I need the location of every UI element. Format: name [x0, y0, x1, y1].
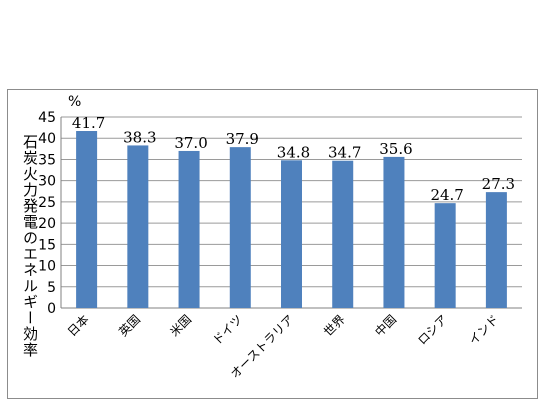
y-axis-label: 石炭火力発電のエネルギー効率	[21, 134, 39, 358]
y-tick-label: 20	[38, 216, 56, 232]
x-tick-label: インド	[466, 312, 501, 347]
x-tick-label: 世界	[321, 312, 348, 339]
y-tick-label: 0	[47, 301, 56, 317]
bar	[434, 203, 456, 308]
y-tick-label: 30	[38, 174, 56, 190]
value-label: 35.6	[379, 140, 412, 158]
bars	[76, 131, 507, 308]
value-label: 34.7	[328, 144, 361, 162]
bar	[127, 145, 149, 308]
y-tick-labels: 0 5 10 15 20 25 30 35 40 45	[38, 110, 56, 317]
bar	[281, 160, 302, 308]
bar	[485, 192, 507, 308]
x-tick-label: ロシア	[415, 312, 450, 347]
value-labels: 41.7 38.3 37.0 37.9 34.8 34.7 35.6 24.7 27.3	[72, 114, 515, 204]
y-tick-label: 45	[38, 110, 56, 126]
y-tick-label: 15	[38, 237, 56, 253]
bar	[332, 160, 354, 308]
x-tick-label: 英国	[116, 312, 143, 339]
y-tick-label: 5	[47, 280, 56, 296]
y-tick-label: 10	[38, 259, 56, 275]
value-label: 37.9	[226, 130, 259, 148]
y-tick-label: 35	[38, 152, 56, 168]
value-label: 38.3	[123, 128, 156, 146]
value-label: 34.8	[277, 143, 310, 161]
y-tick-label: 25	[38, 195, 56, 211]
y-unit-label: %	[68, 94, 82, 110]
bar	[383, 156, 405, 308]
bar	[229, 147, 251, 308]
bar	[76, 131, 98, 308]
x-tick-label: 日本	[65, 312, 92, 339]
x-tick-label: 米国	[167, 312, 194, 339]
y-tick-label: 40	[38, 131, 56, 147]
value-label: 41.7	[72, 114, 105, 132]
bar	[178, 150, 200, 308]
value-label: 37.0	[174, 134, 207, 152]
x-tick-label: 中国	[371, 312, 399, 340]
value-label: 24.7	[430, 186, 463, 204]
value-label: 27.3	[482, 175, 515, 193]
x-tick-label: ドイツ	[210, 312, 245, 347]
